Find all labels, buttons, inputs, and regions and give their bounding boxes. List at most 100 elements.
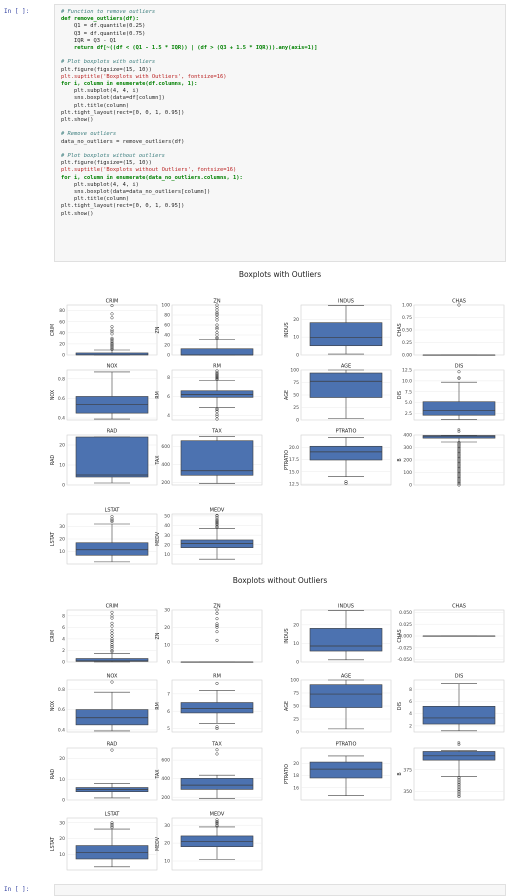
tick-label: 60 [59, 319, 65, 325]
tick-label: 600 [161, 444, 170, 450]
axis-label: ZN [155, 326, 161, 333]
box [310, 762, 382, 778]
tick-label: 10 [59, 852, 65, 858]
tick-label: 20 [293, 761, 299, 767]
tick-label: 5 [167, 726, 170, 732]
panel-title: RM [213, 364, 221, 370]
panel-title: MEDV [210, 812, 225, 818]
tick-label: 7.5 [405, 389, 412, 395]
tick-label: 30 [164, 533, 170, 539]
tick-label: 0 [296, 353, 299, 359]
tick-label: 2 [62, 648, 65, 654]
panel-title: B [457, 429, 461, 435]
tick-label: -0.050 [397, 657, 412, 663]
tick-label: 1.00 [402, 303, 412, 309]
tick-label: 200 [161, 795, 170, 801]
tick-label: 0.4 [58, 728, 65, 734]
tick-label: 25 [293, 405, 299, 411]
tick-label: 30 [59, 524, 65, 530]
tick-label: 0.4 [58, 416, 65, 422]
axis-label: NOX [50, 700, 56, 711]
tick-label: 6 [167, 394, 170, 400]
axis-label: TAX [155, 769, 161, 780]
tick-label: 12.5 [402, 368, 412, 374]
tick-label: 400 [403, 433, 412, 439]
tick-label: 15.0 [289, 469, 299, 475]
panel-title: NOX [107, 364, 118, 370]
axis-label: ZN [155, 632, 161, 639]
tick-label: 0.6 [58, 396, 65, 402]
box [181, 441, 253, 476]
tick-label: 30 [59, 820, 65, 826]
tick-label: 4 [167, 413, 170, 419]
axis-label: CRIM [50, 324, 56, 336]
tick-label: 20 [164, 625, 170, 631]
tick-label: 200 [403, 458, 412, 464]
tick-label: 80 [164, 313, 170, 319]
tick-label: 7 [167, 691, 170, 697]
tick-label: -0.025 [397, 645, 412, 651]
tick-label: 5.0 [405, 400, 412, 406]
axis-label: MEDV [155, 836, 161, 851]
tick-label: 20 [59, 443, 65, 449]
tick-label: 12.5 [289, 482, 299, 488]
empty-code-cell[interactable] [54, 884, 506, 896]
axis-label: CHAS [397, 629, 403, 642]
tick-label: 0.8 [58, 687, 65, 693]
tick-label: 300 [403, 445, 412, 451]
box [76, 846, 148, 859]
axis-label: NOX [50, 389, 56, 400]
panel-title: TAX [211, 429, 222, 435]
axis-label: PTRATIO [284, 450, 290, 470]
tick-label: 400 [161, 776, 170, 782]
tick-label: 25 [293, 717, 299, 723]
tick-label: 100 [161, 303, 170, 309]
panel-title: B [457, 742, 461, 748]
tick-label: 0 [167, 660, 170, 666]
tick-label: 10 [59, 777, 65, 783]
panel-title: CHAS [452, 604, 466, 610]
tick-label: 100 [290, 678, 299, 684]
panel-title: AGE [341, 674, 351, 680]
tick-label: 0.050 [399, 610, 412, 616]
tick-label: 40 [59, 330, 65, 336]
box [76, 396, 148, 413]
panel-title: RAD [107, 742, 118, 748]
tick-label: 0.75 [402, 315, 412, 321]
tick-label: 0 [167, 353, 170, 359]
tick-label: 20 [164, 542, 170, 548]
box [310, 373, 382, 398]
tick-label: 50 [293, 393, 299, 399]
tick-label: 20 [59, 537, 65, 543]
tick-label: 8 [62, 613, 65, 619]
panel-title: INDUS [338, 299, 354, 305]
tick-label: 8 [409, 687, 412, 693]
tick-label: 0 [296, 418, 299, 424]
panel-title: NOX [107, 674, 118, 680]
panel-title: CRIM [106, 604, 119, 610]
tick-label: 0.025 [399, 622, 412, 628]
tick-label: 400 [161, 462, 170, 468]
plot-area [172, 610, 262, 662]
axis-label: PTRATIO [284, 764, 290, 784]
tick-label: 8 [167, 375, 170, 381]
box [310, 628, 382, 651]
axis-label: AGE [284, 701, 290, 711]
